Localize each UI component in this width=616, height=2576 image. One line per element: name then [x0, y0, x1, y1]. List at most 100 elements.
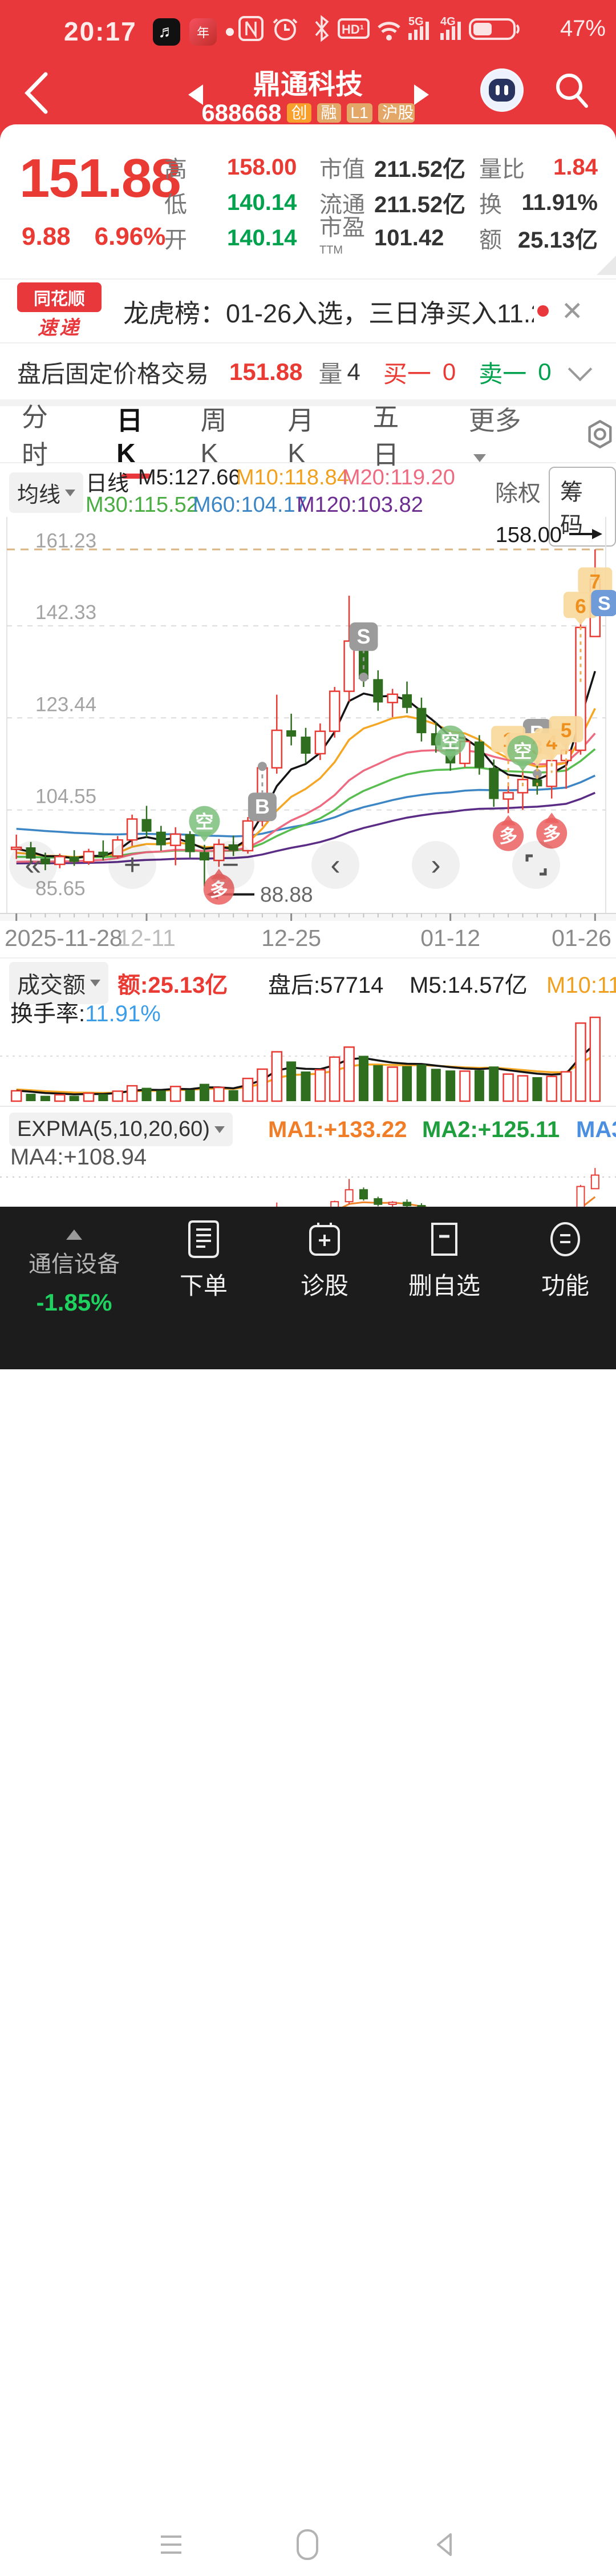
tab-monthly-k[interactable]: 月K [287, 406, 314, 468]
pe-value: 101.42 [374, 225, 444, 250]
svg-text:多: 多 [210, 880, 228, 900]
afterhours-vol-stat: 盘后:57714 [268, 973, 384, 998]
chevron-down-icon [473, 454, 486, 462]
badge-hugu: 沪股 [378, 103, 415, 123]
unread-dot-icon [537, 305, 549, 317]
svg-text:142.33: 142.33 [35, 601, 96, 624]
period-text: 日线 [86, 472, 129, 496]
chart-settings-icon[interactable] [584, 416, 616, 452]
diagnose-icon [309, 1223, 340, 1256]
vol-ma5-stat: M5:14.57亿 [410, 973, 528, 998]
zoom-in-button[interactable]: + [108, 841, 156, 889]
pan-right-button[interactable]: › [412, 841, 460, 889]
tiktok-notification-icon: ♬ [153, 18, 180, 46]
nav-home-icon[interactable] [293, 2527, 323, 2562]
svg-text:85.65: 85.65 [35, 877, 86, 900]
svg-text:12-11: 12-11 [117, 925, 176, 951]
after-hours-vol: 4 [347, 358, 360, 385]
sector-change: -1.85% [36, 1289, 112, 1316]
hd-icon [337, 18, 370, 39]
exrights-button[interactable]: 除权 [495, 481, 541, 506]
prev-stock-icon[interactable] [188, 84, 203, 105]
divider [0, 278, 616, 280]
svg-text:4G: 4G [440, 15, 456, 28]
news-banner[interactable]: 同花顺 速递 龙虎榜：01-26入选，三日净买入11.27亿... ✕ [0, 281, 616, 341]
back-chevron-icon [25, 72, 48, 114]
robot-icon [489, 79, 515, 102]
svg-text:88.88: 88.88 [260, 883, 313, 907]
expand-up-icon [66, 1230, 82, 1240]
sector-block[interactable]: 通信设备 -1.85% [23, 1230, 125, 1316]
active-tab-underline [121, 474, 151, 479]
nav-menu-icon[interactable] [156, 2530, 186, 2559]
amount-value: 25.13亿 [517, 228, 598, 253]
tab-daily-k[interactable]: 日K [116, 400, 156, 479]
dropdown-arrow-icon [214, 1126, 225, 1133]
back-button[interactable] [16, 67, 62, 119]
fullscreen-button[interactable] [512, 841, 560, 889]
search-button[interactable] [551, 70, 592, 111]
low-label: 低 [164, 192, 187, 217]
tab-fenshi[interactable]: 分时 [22, 402, 48, 470]
tab-more[interactable]: 更多 [469, 400, 529, 468]
ma30-value: M30:115.52 [86, 493, 198, 517]
quote-panel: 151.88 9.88 6.96% 高 低 开 158.00 140.14 14… [0, 144, 616, 275]
tab-weekly-k[interactable]: 周K [200, 406, 227, 468]
tab-five-day[interactable]: 五日 [372, 402, 399, 470]
svg-text:5: 5 [561, 719, 572, 742]
float-label: 流通 [319, 192, 365, 217]
volume-chart[interactable] [0, 1008, 616, 1106]
svg-text:161.23: 161.23 [35, 529, 96, 552]
functions-button[interactable]: 功能 [517, 1219, 614, 1301]
expma-indicator-button[interactable]: EXPMA(5,10,20,60) [9, 1113, 233, 1146]
divider [0, 1106, 616, 1107]
svg-text:空: 空 [513, 741, 532, 762]
after-hours-price: 151.88 [229, 358, 303, 385]
remove-watchlist-button[interactable]: 删自选 [396, 1219, 493, 1301]
kline-svg[interactable]: 161.23 142.33 123.44 104.55 85.65 158.00 88.88… [0, 517, 616, 913]
candlestick-chart[interactable]: 161.23 142.33 123.44 104.55 85.65 158.00 88.88… [0, 517, 616, 913]
pan-left-button[interactable]: ‹ [311, 841, 359, 889]
search-icon [556, 74, 588, 108]
nav-back-icon[interactable] [430, 2530, 460, 2559]
signal-4g-icon: 4G [440, 15, 461, 40]
svg-text:S: S [598, 593, 611, 614]
dropdown-arrow-icon [65, 489, 76, 496]
after-hours-vol-label: 量 [318, 360, 343, 387]
svg-text:多: 多 [499, 826, 517, 847]
svg-text:01-26: 01-26 [552, 925, 611, 951]
ma-selector-button[interactable]: 均线 [9, 472, 84, 513]
order-button[interactable]: 下单 [155, 1219, 252, 1301]
news-headline[interactable]: 龙虎榜：01-26入选，三日净买入11.27亿... [123, 298, 534, 328]
zoom-out-button[interactable]: − [206, 841, 254, 889]
bluetooth-icon [315, 15, 329, 42]
wifi-icon [378, 22, 400, 41]
app-header: 鼎通科技 688668 创 融 L1 沪股 [0, 57, 616, 141]
ask1-value: 0 [538, 358, 552, 385]
status-icons: HD¹ 5G 4G [238, 15, 520, 42]
functions-icon [550, 1222, 580, 1256]
volratio-label: 量比 [479, 157, 525, 182]
period-tabs: 分时 日K 周K 月K 五日 更多 [0, 402, 616, 479]
volume-indicator-button[interactable]: 成交额 [9, 962, 108, 1004]
pan-left-fast-button[interactable]: « [9, 841, 57, 889]
svg-text:S: S [356, 625, 370, 648]
next-stock-icon[interactable] [414, 84, 429, 105]
after-hours-label: 盘后固定价格交易 [17, 360, 209, 387]
signal-5g-icon: 5G [408, 15, 429, 40]
after-hours-row[interactable]: 盘后固定价格交易 151.88 量 4 买一 0 卖一 0 [0, 342, 616, 401]
last-price: 151.88 [19, 148, 181, 209]
svg-text:01-12: 01-12 [420, 925, 480, 951]
ai-assistant-button[interactable] [480, 68, 524, 112]
app-notification-icon: 年 [189, 18, 217, 46]
expma-chart[interactable] [0, 1162, 616, 1248]
bid1-value: 0 [442, 358, 456, 385]
expand-chevron-icon[interactable] [568, 357, 593, 382]
close-icon[interactable]: ✕ [561, 296, 583, 326]
expma-ma2: MA2:+125.11 [422, 1117, 560, 1142]
diagnose-button[interactable]: 诊股 [276, 1219, 373, 1301]
amount-label: 额 [479, 228, 502, 253]
float-value: 211.52亿 [374, 192, 466, 217]
turnover-rate-label: 换手率:11.91% [10, 1001, 161, 1026]
badge-l1: L1 [346, 103, 372, 123]
